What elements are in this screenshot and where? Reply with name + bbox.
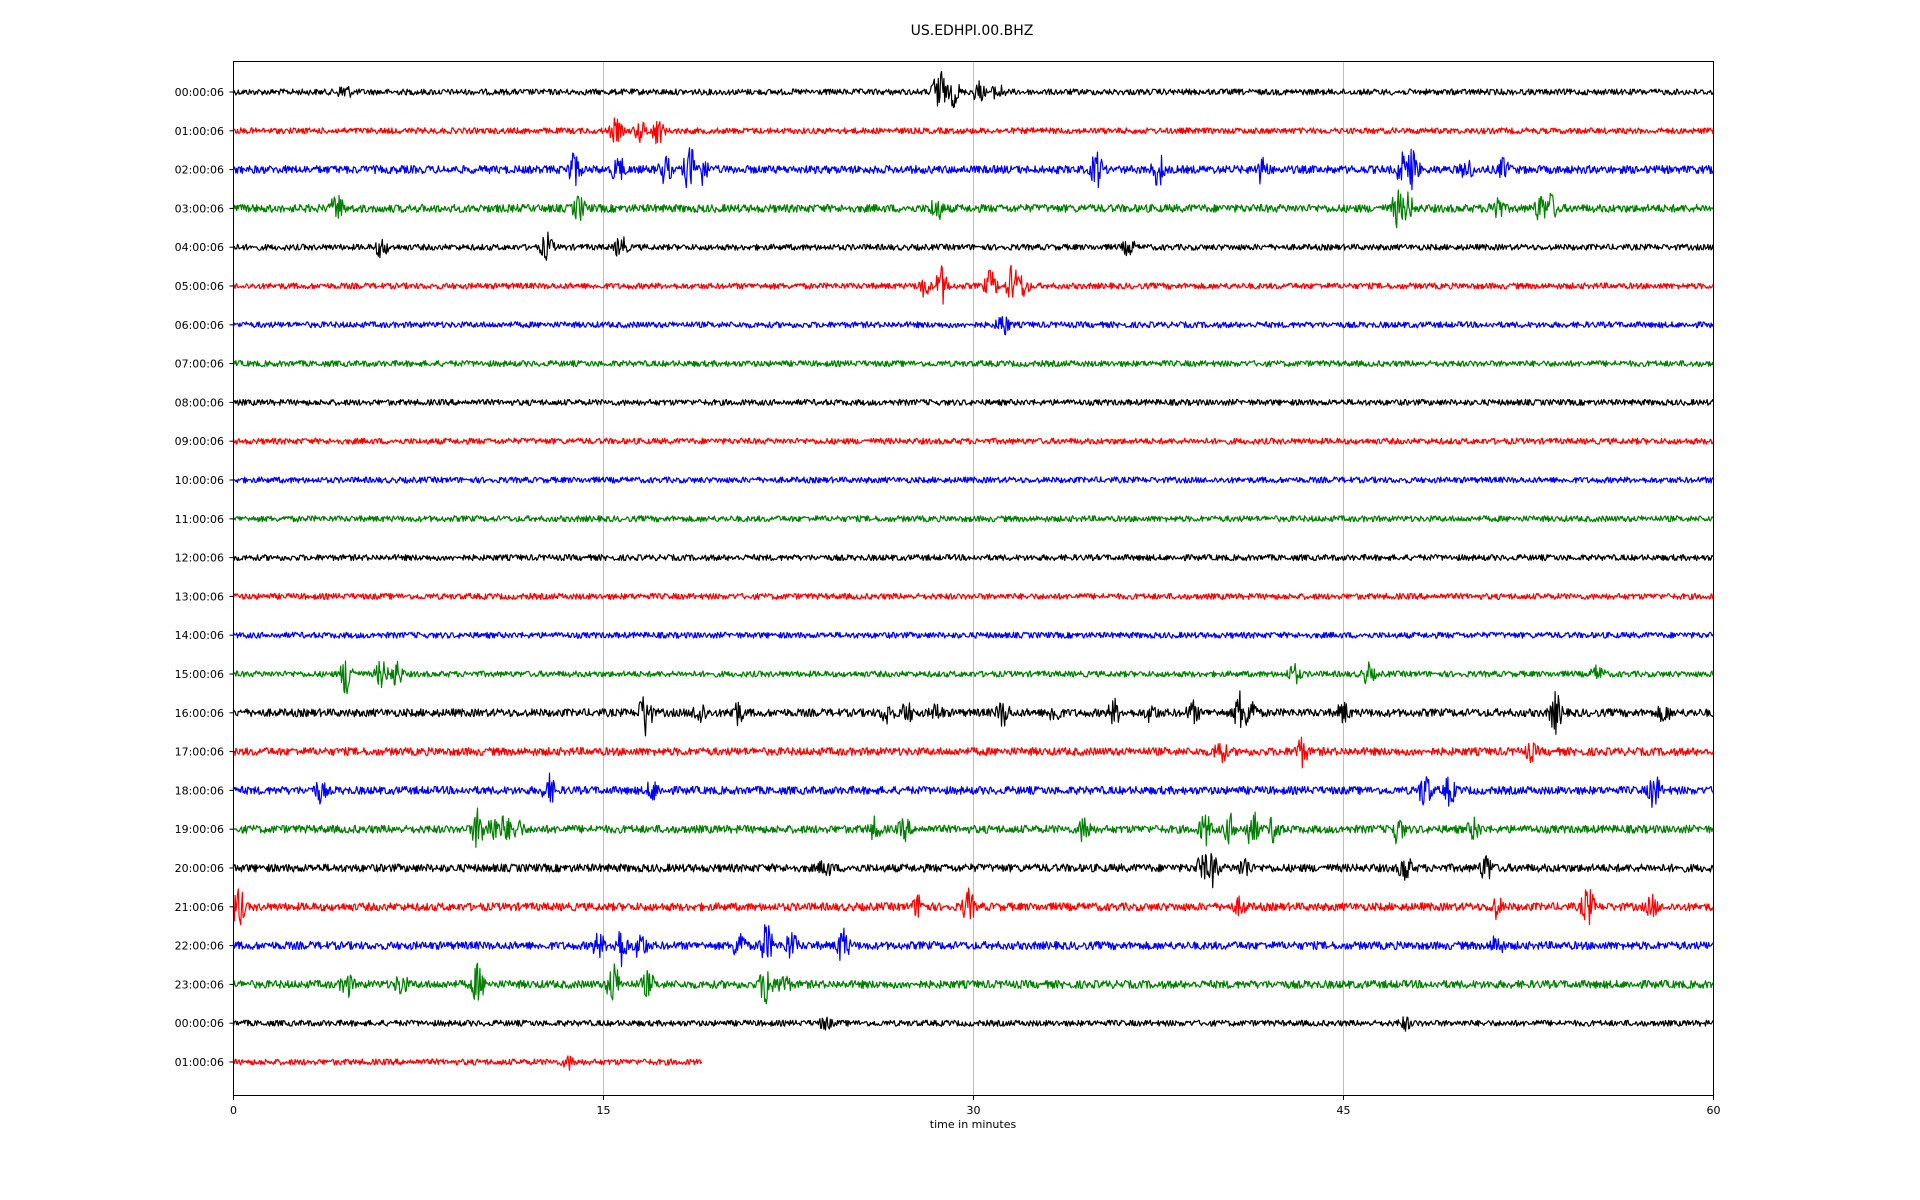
x-axis-label: time in minutes — [930, 1118, 1017, 1131]
row-label-7: 07:00:06 — [175, 358, 224, 371]
trace-row-13 — [232, 592, 1714, 600]
seismic-traces — [232, 70, 1715, 1071]
trace-row-21 — [232, 887, 1714, 926]
trace-row-23 — [232, 962, 1715, 1005]
trace-row-5 — [232, 264, 1715, 305]
trace-row-16 — [232, 690, 1715, 737]
trace-row-18 — [232, 772, 1715, 808]
trace-row-15 — [232, 660, 1715, 695]
trace-row-22 — [232, 924, 1715, 968]
trace-row-0 — [232, 70, 1715, 109]
x-axis-ticks: 0 15 30 45 60 — [230, 1095, 1721, 1117]
trace-row-2 — [232, 147, 1714, 191]
row-label-22: 22:00:06 — [175, 940, 224, 953]
trace-row-3 — [232, 189, 1715, 229]
trace-row-17 — [232, 736, 1715, 769]
x-tick-label-3: 45 — [1337, 1104, 1351, 1117]
trace-row-8 — [232, 398, 1715, 406]
row-label-1: 01:00:06 — [175, 125, 224, 138]
row-label-18: 18:00:06 — [175, 784, 224, 797]
trace-row-7 — [232, 360, 1715, 368]
row-label-12: 12:00:06 — [175, 552, 224, 565]
row-label-13: 13:00:06 — [175, 590, 224, 603]
row-label-15: 15:00:06 — [175, 668, 224, 681]
row-label-9: 09:00:06 — [175, 435, 224, 448]
x-tick-label-2: 30 — [967, 1104, 981, 1117]
row-label-5: 05:00:06 — [175, 280, 224, 293]
trace-row-25 — [232, 1055, 703, 1071]
row-label-8: 08:00:06 — [175, 396, 224, 409]
row-label-10: 10:00:06 — [175, 474, 224, 487]
row-label-14: 14:00:06 — [175, 629, 224, 642]
x-tick-label-0: 0 — [230, 1104, 237, 1117]
x-tick-label-1: 15 — [597, 1104, 611, 1117]
row-label-24: 00:00:06 — [175, 1017, 224, 1030]
trace-row-24 — [232, 1016, 1714, 1032]
row-label-6: 06:00:06 — [175, 319, 224, 332]
trace-row-14 — [232, 631, 1715, 639]
row-label-21: 21:00:06 — [175, 901, 224, 914]
row-label-4: 04:00:06 — [175, 241, 224, 254]
row-label-25: 01:00:06 — [175, 1056, 224, 1069]
chart-title: US.EDHPI.00.BHZ — [911, 23, 1034, 39]
trace-row-19 — [232, 807, 1715, 848]
row-label-20: 20:00:06 — [175, 862, 224, 875]
row-label-23: 23:00:06 — [175, 978, 224, 991]
trace-row-10 — [232, 476, 1714, 484]
trace-row-11 — [232, 515, 1715, 523]
x-gridlines — [603, 62, 1344, 1095]
trace-row-4 — [232, 231, 1715, 261]
trace-row-12 — [232, 554, 1714, 562]
row-time-labels: 00:00:06 01:00:06 02:00:06 03:00:06 04:00:06… — [175, 86, 234, 1069]
row-label-11: 11:00:06 — [175, 513, 224, 526]
row-label-3: 03:00:06 — [175, 202, 224, 215]
trace-row-1 — [232, 117, 1715, 145]
trace-row-6 — [232, 316, 1715, 336]
x-tick-label-4: 60 — [1707, 1104, 1721, 1117]
row-label-0: 00:00:06 — [175, 86, 224, 99]
row-label-2: 02:00:06 — [175, 164, 224, 177]
row-label-19: 19:00:06 — [175, 823, 224, 836]
row-label-16: 16:00:06 — [175, 707, 224, 720]
trace-row-20 — [232, 853, 1715, 889]
row-label-17: 17:00:06 — [175, 746, 224, 759]
trace-row-9 — [232, 437, 1715, 445]
